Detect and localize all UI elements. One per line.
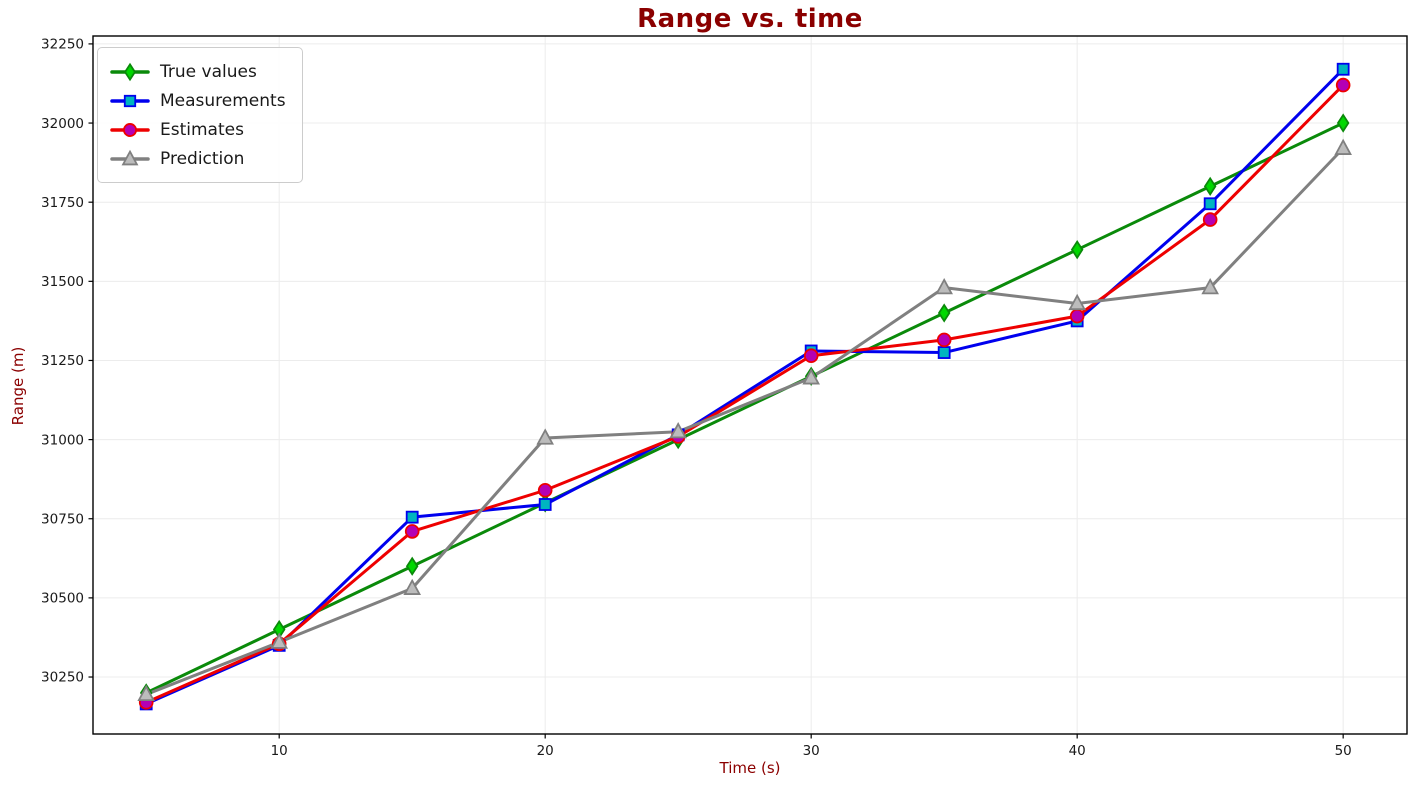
- legend: True values Measurements Estimates Predicti…: [97, 47, 303, 183]
- triangle-marker: [1068, 293, 1086, 311]
- triangle-marker: [536, 428, 554, 445]
- square-marker: [1336, 62, 1350, 76]
- diamond-marker: [1336, 113, 1350, 133]
- chart-title: Range vs. time: [637, 4, 863, 34]
- y-tick-label: 32000: [41, 116, 84, 132]
- legend-marker-estimates: [110, 122, 150, 137]
- x-tick-label: 40: [1069, 743, 1086, 759]
- triangle-marker: [137, 684, 156, 702]
- diamond-marker: [1070, 240, 1084, 260]
- legend-label-prediction: Prediction: [160, 148, 245, 169]
- square-marker: [937, 346, 951, 359]
- legend-marker-measurements: [110, 94, 150, 107]
- circle-marker: [803, 348, 819, 364]
- y-tick-label: 30500: [41, 591, 84, 607]
- square-marker: [538, 498, 552, 511]
- square-marker: [123, 94, 137, 107]
- triangle-marker: [669, 421, 687, 439]
- circle-marker: [1335, 77, 1351, 93]
- square-marker: [1203, 197, 1217, 211]
- circle-marker: [404, 524, 420, 539]
- x-tick-label: 50: [1335, 743, 1352, 759]
- series-line-1: [144, 67, 1345, 706]
- y-tick-label: 30750: [41, 511, 84, 527]
- circle-marker: [123, 122, 137, 137]
- x-tick-label: 10: [271, 743, 288, 759]
- triangle-marker: [935, 277, 953, 295]
- y-axis-label: Range (m): [9, 346, 27, 426]
- y-tick-label: 31000: [41, 432, 84, 448]
- square-marker: [405, 510, 419, 524]
- y-tick-label: 32250: [41, 37, 84, 53]
- series-line-3: [144, 146, 1345, 696]
- triangle-marker: [121, 149, 139, 165]
- legend-item-estimates: Estimates: [109, 115, 286, 144]
- legend-item-true-values: True values: [109, 57, 286, 86]
- triangle-marker: [403, 578, 422, 595]
- diamond-marker: [405, 556, 419, 576]
- diamond-marker: [937, 303, 951, 323]
- triangle-marker: [1334, 138, 1352, 155]
- legend-marker-true-values: [110, 62, 150, 81]
- circle-marker: [537, 482, 553, 498]
- series-line-0: [144, 121, 1345, 695]
- legend-label-estimates: Estimates: [160, 119, 244, 140]
- legend-label-true-values: True values: [160, 61, 257, 82]
- circle-marker: [1202, 212, 1218, 227]
- legend-marker-prediction: [110, 149, 150, 165]
- x-tick-label: 20: [537, 743, 554, 759]
- y-tick-label: 31750: [41, 195, 84, 211]
- legend-item-measurements: Measurements: [109, 86, 286, 115]
- plot-border: [92, 35, 1408, 735]
- series-line-2: [144, 83, 1345, 704]
- legend-label-measurements: Measurements: [160, 90, 286, 111]
- diamond-marker: [1203, 176, 1217, 197]
- x-tick-label: 30: [803, 743, 820, 759]
- triangle-marker: [802, 368, 820, 385]
- triangle-marker: [270, 632, 289, 649]
- triangle-marker: [1201, 277, 1219, 295]
- y-tick-label: 31250: [41, 353, 84, 369]
- y-tick-label: 30250: [41, 670, 84, 686]
- circle-marker: [936, 332, 952, 348]
- legend-item-prediction: Prediction: [109, 144, 286, 173]
- circle-marker: [1069, 308, 1085, 324]
- x-axis-label: Time (s): [719, 759, 781, 777]
- diamond-marker: [123, 62, 137, 81]
- y-tick-label: 31500: [41, 274, 84, 290]
